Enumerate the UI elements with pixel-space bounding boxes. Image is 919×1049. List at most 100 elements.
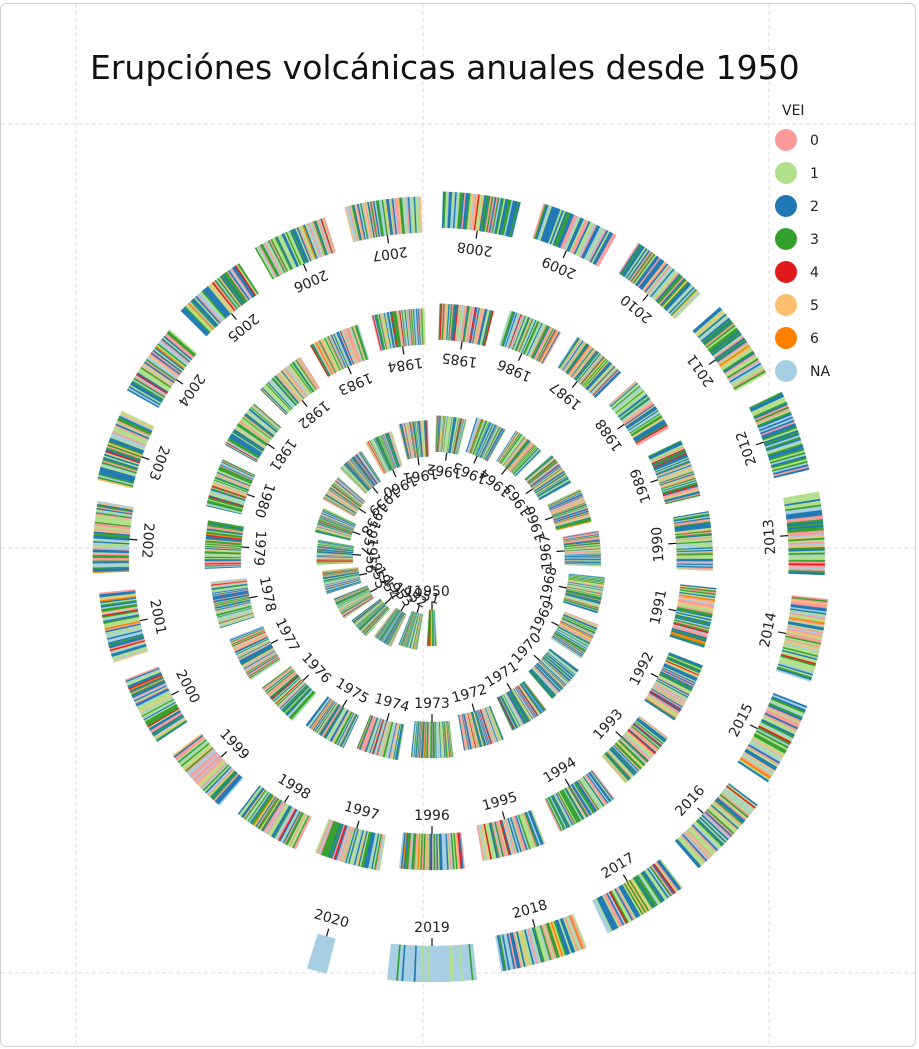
eruption-stripe	[528, 670, 553, 699]
eruption-stripe	[356, 714, 372, 750]
legend-label[interactable]: 1	[810, 166, 819, 182]
legend-label[interactable]: NA	[810, 364, 830, 380]
year-arc-1995	[476, 809, 546, 862]
year-label: 1974	[372, 691, 411, 716]
year-arc-1967	[562, 530, 601, 567]
year-arc-2012	[748, 391, 810, 479]
year-label: 2000	[172, 667, 203, 706]
year-arc-2018	[495, 913, 587, 972]
year-tick	[471, 703, 475, 712]
legend-swatch[interactable]	[775, 195, 797, 217]
eruption-stripe	[207, 520, 244, 528]
year-label: 2004	[174, 371, 208, 409]
year-label: 1983	[336, 369, 375, 398]
eruption-stripe	[253, 403, 282, 429]
legend-swatch[interactable]	[775, 129, 797, 151]
year-label: 2008	[456, 238, 493, 259]
legend-label[interactable]: 5	[810, 298, 819, 314]
eruption-stripe	[431, 833, 434, 871]
eruption-stripe	[120, 410, 155, 429]
legend-swatch[interactable]	[775, 327, 797, 349]
year-tick	[386, 235, 390, 244]
eruption-stripe	[487, 429, 506, 462]
year-arc-1954	[333, 585, 375, 619]
legend-swatch[interactable]	[775, 294, 797, 316]
year-label: 2002	[138, 522, 156, 559]
year-arc-2015	[737, 692, 808, 783]
eruption-stripe	[510, 201, 521, 238]
legend-swatch[interactable]	[775, 261, 797, 283]
eruption-stripe	[222, 459, 256, 477]
eruption-stripe	[564, 564, 601, 567]
year-arc-1994	[544, 769, 615, 832]
year-label: 2010	[618, 291, 656, 326]
year-tick	[386, 712, 390, 721]
year-label: 2012	[733, 429, 760, 468]
year-arc-1991	[669, 584, 717, 648]
year-label: 1991	[647, 588, 670, 626]
eruption-stripe	[124, 666, 160, 682]
year-label: 2011	[684, 351, 718, 389]
year-label: 1988	[592, 416, 626, 454]
grid-lines	[1, 4, 915, 1046]
eruption-stripe	[788, 571, 825, 576]
year-label: 2009	[540, 253, 579, 282]
year-label: 1992	[627, 649, 658, 688]
eruption-stripe	[373, 607, 397, 637]
year-tick	[532, 919, 536, 928]
year-tick	[342, 699, 348, 708]
year-label: 2020	[312, 906, 351, 931]
year-arc-1982	[260, 357, 321, 416]
year-label: 1978	[256, 575, 279, 613]
year-label: 1950	[414, 584, 450, 600]
year-arc-2001	[99, 589, 149, 663]
eruption-stripe	[664, 494, 701, 505]
year-tick	[617, 423, 625, 430]
eruption-stripe	[788, 556, 825, 559]
legend-label[interactable]: 4	[810, 265, 819, 281]
year-tick	[352, 531, 361, 536]
legend-swatch[interactable]	[775, 228, 797, 250]
year-arc-2009	[532, 203, 617, 267]
year-arc-2008	[441, 191, 521, 238]
year-arc-1999	[172, 733, 244, 806]
legend-swatch[interactable]	[775, 162, 797, 184]
legend-label[interactable]: 6	[810, 331, 819, 347]
eruption-stripe	[673, 292, 701, 320]
year-tick	[622, 874, 629, 882]
year-arc-1957	[315, 507, 357, 541]
year-tick	[392, 469, 397, 478]
eruption-stripe	[676, 558, 713, 561]
year-arc-1993	[601, 715, 669, 784]
eruption-stripe	[669, 635, 705, 648]
year-arc-1952	[373, 607, 407, 647]
year-arc-2020	[307, 933, 336, 974]
legend-label[interactable]: 2	[810, 199, 819, 215]
year-arc-2016	[674, 782, 758, 869]
year-arc-2003	[97, 410, 155, 489]
eruption-stripe	[318, 539, 355, 547]
year-arc-1963	[465, 417, 506, 462]
eruption-stripe	[172, 733, 203, 757]
eruption-stripe	[674, 839, 701, 869]
eruption-stripe	[515, 450, 542, 478]
eruption-stripe	[734, 371, 767, 392]
eruption-stripe	[168, 329, 198, 355]
year-arc-2004	[126, 329, 198, 408]
year-arc-1966	[547, 488, 592, 531]
year-label: 1975	[333, 675, 372, 707]
year-label: 1977	[272, 616, 303, 655]
legend-label[interactable]: 0	[810, 133, 819, 149]
year-arc-1977	[229, 625, 281, 681]
year-arc-1989	[647, 440, 701, 505]
eruption-stripe	[337, 477, 366, 502]
year-tick	[171, 690, 179, 696]
year-arc-1984	[371, 308, 426, 351]
eruption-stripe	[538, 481, 572, 501]
year-tick	[372, 486, 379, 494]
year-arc-1974	[356, 714, 405, 761]
eruption-stripe	[237, 785, 261, 816]
legend-swatch[interactable]	[775, 360, 797, 382]
legend-label[interactable]: 3	[810, 232, 819, 248]
eruption-stripe	[398, 610, 413, 645]
